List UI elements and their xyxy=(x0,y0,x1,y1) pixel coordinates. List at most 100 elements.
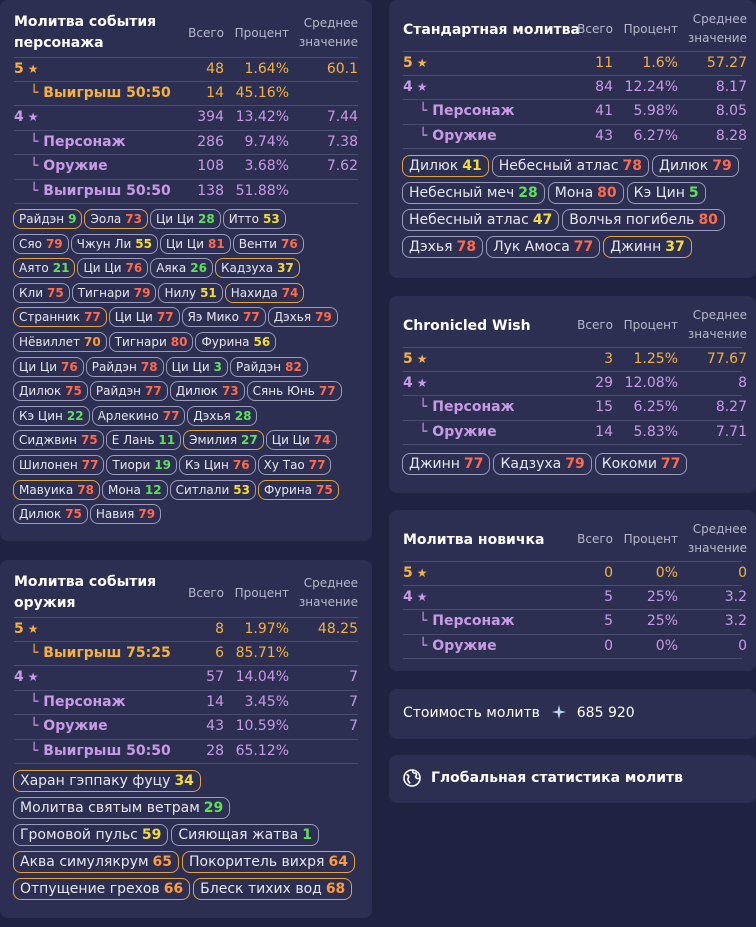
pull-pity: 28 xyxy=(518,185,538,201)
wish-cost-label: Стоимость молитв xyxy=(403,705,540,721)
pull-pity: 77 xyxy=(660,456,681,472)
pull-name: Мона xyxy=(554,185,594,201)
pull-name: Тигнари xyxy=(114,334,167,349)
pull-name: Райдэн xyxy=(19,212,65,226)
col-header-percent: Процент xyxy=(623,318,678,332)
pull-name: Дилюк xyxy=(19,384,62,399)
card-title: Молитва события персонажа xyxy=(14,12,156,54)
stats-row: └ Оружие 43 6.27% 8.28 xyxy=(403,125,747,149)
stats-row: 5 ★ 8 1.97% 48.25 xyxy=(14,617,358,642)
pull-pill: Чжун Ли 55 xyxy=(70,233,158,254)
row-label: 5 ★ xyxy=(14,61,39,77)
row-label-text: 4 xyxy=(403,374,413,391)
pull-name: Фурина xyxy=(263,482,313,497)
stats-row: └ Персонаж 286 9.74% 7.38 xyxy=(14,131,358,155)
pull-pity: 76 xyxy=(232,457,250,472)
pull-pity: 47 xyxy=(532,212,553,228)
pull-pill: Райдэн 77 xyxy=(89,381,168,402)
row-label-text: └ Выигрыш 50:50 xyxy=(30,742,171,759)
row-avg: 8.17 xyxy=(715,78,747,95)
pull-pill: Шилонен 77 xyxy=(13,454,105,475)
pull-name: Небесный атлас xyxy=(409,212,529,228)
row-label: └ Персонаж xyxy=(419,613,515,629)
pull-name: Аква симулякрум xyxy=(20,854,149,870)
pull-name: Дэхья xyxy=(273,310,312,325)
col-header-total: Всего xyxy=(577,532,613,546)
pull-name: Мавуика xyxy=(19,482,74,497)
pull-pity: 75 xyxy=(65,384,82,399)
global-stats-label: Глобальная статистика молитв xyxy=(431,770,684,786)
pull-name: Небесный атлас xyxy=(498,158,619,174)
row-label: 4 ★ xyxy=(403,589,428,605)
pull-pity: 79 xyxy=(133,285,151,300)
row-label-text: └ Персонаж xyxy=(419,613,515,629)
row-total: 0 xyxy=(604,637,613,654)
row-avg: 7 xyxy=(349,669,358,685)
pull-name: Итто xyxy=(228,212,259,226)
row-pct: 5.98% xyxy=(633,103,678,119)
pull-name: Эола xyxy=(90,212,122,226)
row-total: 14 xyxy=(206,84,224,101)
pull-pill: Эмилия 27 xyxy=(183,430,264,451)
pull-name: Шилонен xyxy=(19,457,78,472)
pull-name: Дилюк xyxy=(19,507,62,522)
pull-pill: Дилюк 75 xyxy=(13,381,88,402)
pull-name: Райдэн xyxy=(235,359,282,374)
pull-pill: Ци Ци 77 xyxy=(108,307,180,328)
pull-name: Сянь Юнь xyxy=(252,384,315,399)
pull-pill: Ситлали 53 xyxy=(169,479,256,500)
pull-pill: Сяо 79 xyxy=(13,233,69,254)
row-pct: 1.97% xyxy=(244,621,289,637)
star-icon: ★ xyxy=(416,352,428,366)
standard-wish-card: Стандартная молитва Всего Процент Среднее зн… xyxy=(389,0,756,278)
pull-pity: 21 xyxy=(52,261,70,276)
row-label-text: 4 xyxy=(14,669,24,685)
row-pct: 25% xyxy=(646,588,678,605)
row-label-text: 5 xyxy=(403,55,413,71)
card-title: Молитва события оружия xyxy=(14,572,156,614)
col-header-total: Всего xyxy=(577,22,613,36)
card-title-line: оружия xyxy=(14,595,76,611)
row-label: └ Персонаж xyxy=(30,694,126,710)
col-header-average: Среднее значение xyxy=(299,14,358,52)
stats-row: └ Выигрыш 50:50 138 51.88% xyxy=(14,180,358,204)
pull-pity: 19 xyxy=(154,457,172,472)
pull-name: Странник xyxy=(19,310,81,325)
pull-pity: 74 xyxy=(313,433,331,448)
pull-history: Дилюк 41 Небесный атлас 78 Дилюк 79 Небесный м… xyxy=(402,155,748,263)
row-label: └ Выигрыш 75:25 xyxy=(30,645,171,661)
pull-name: Дэхья xyxy=(193,408,231,423)
row-label-text: 5 xyxy=(403,351,413,367)
pull-name: Кэ Цин xyxy=(19,408,63,423)
pull-pill: Дэхья 28 xyxy=(187,405,258,426)
pull-name: Кадзуха xyxy=(500,456,562,472)
row-total: 286 xyxy=(197,133,224,150)
pull-name: Ци Ци xyxy=(114,310,153,325)
row-pct: 13.42% xyxy=(235,109,289,125)
row-label-text: └ Оружие xyxy=(419,127,497,144)
pull-pity: 78 xyxy=(140,359,158,374)
pull-name: Навия xyxy=(95,507,135,522)
pull-pill: Громовой пульс 59 xyxy=(13,824,169,846)
pull-name: Нёвиллет xyxy=(19,334,80,349)
row-avg: 8.27 xyxy=(715,399,747,415)
pull-name: Нахида xyxy=(230,285,278,300)
card-title: Молитва новичка xyxy=(403,532,545,548)
pull-pity: 79 xyxy=(138,507,156,522)
pull-name: Кокоми xyxy=(601,456,657,472)
stats-row: └ Выигрыш 50:50 28 65.12% xyxy=(14,740,358,764)
row-total: 43 xyxy=(206,718,224,734)
row-label-text: └ Персонаж xyxy=(419,399,515,415)
pull-pity: 78 xyxy=(622,158,643,174)
pull-pity: 28 xyxy=(197,212,215,226)
pull-pill: Нёвиллет 70 xyxy=(13,331,107,352)
col-header-average-line: Среднее xyxy=(303,16,358,30)
novice-wish-card: Молитва новичка Всего Процент Среднее значен… xyxy=(389,510,756,671)
pull-pity: 73 xyxy=(125,212,142,226)
col-header-average-line: значение xyxy=(298,35,358,49)
pull-pity: 53 xyxy=(233,482,250,497)
pull-pill: Райдэн 82 xyxy=(229,356,308,377)
global-stats-button[interactable]: Глобальная статистика молитв xyxy=(389,755,756,803)
pull-pity: 9 xyxy=(68,212,77,226)
row-label-text: 5 xyxy=(14,621,24,637)
